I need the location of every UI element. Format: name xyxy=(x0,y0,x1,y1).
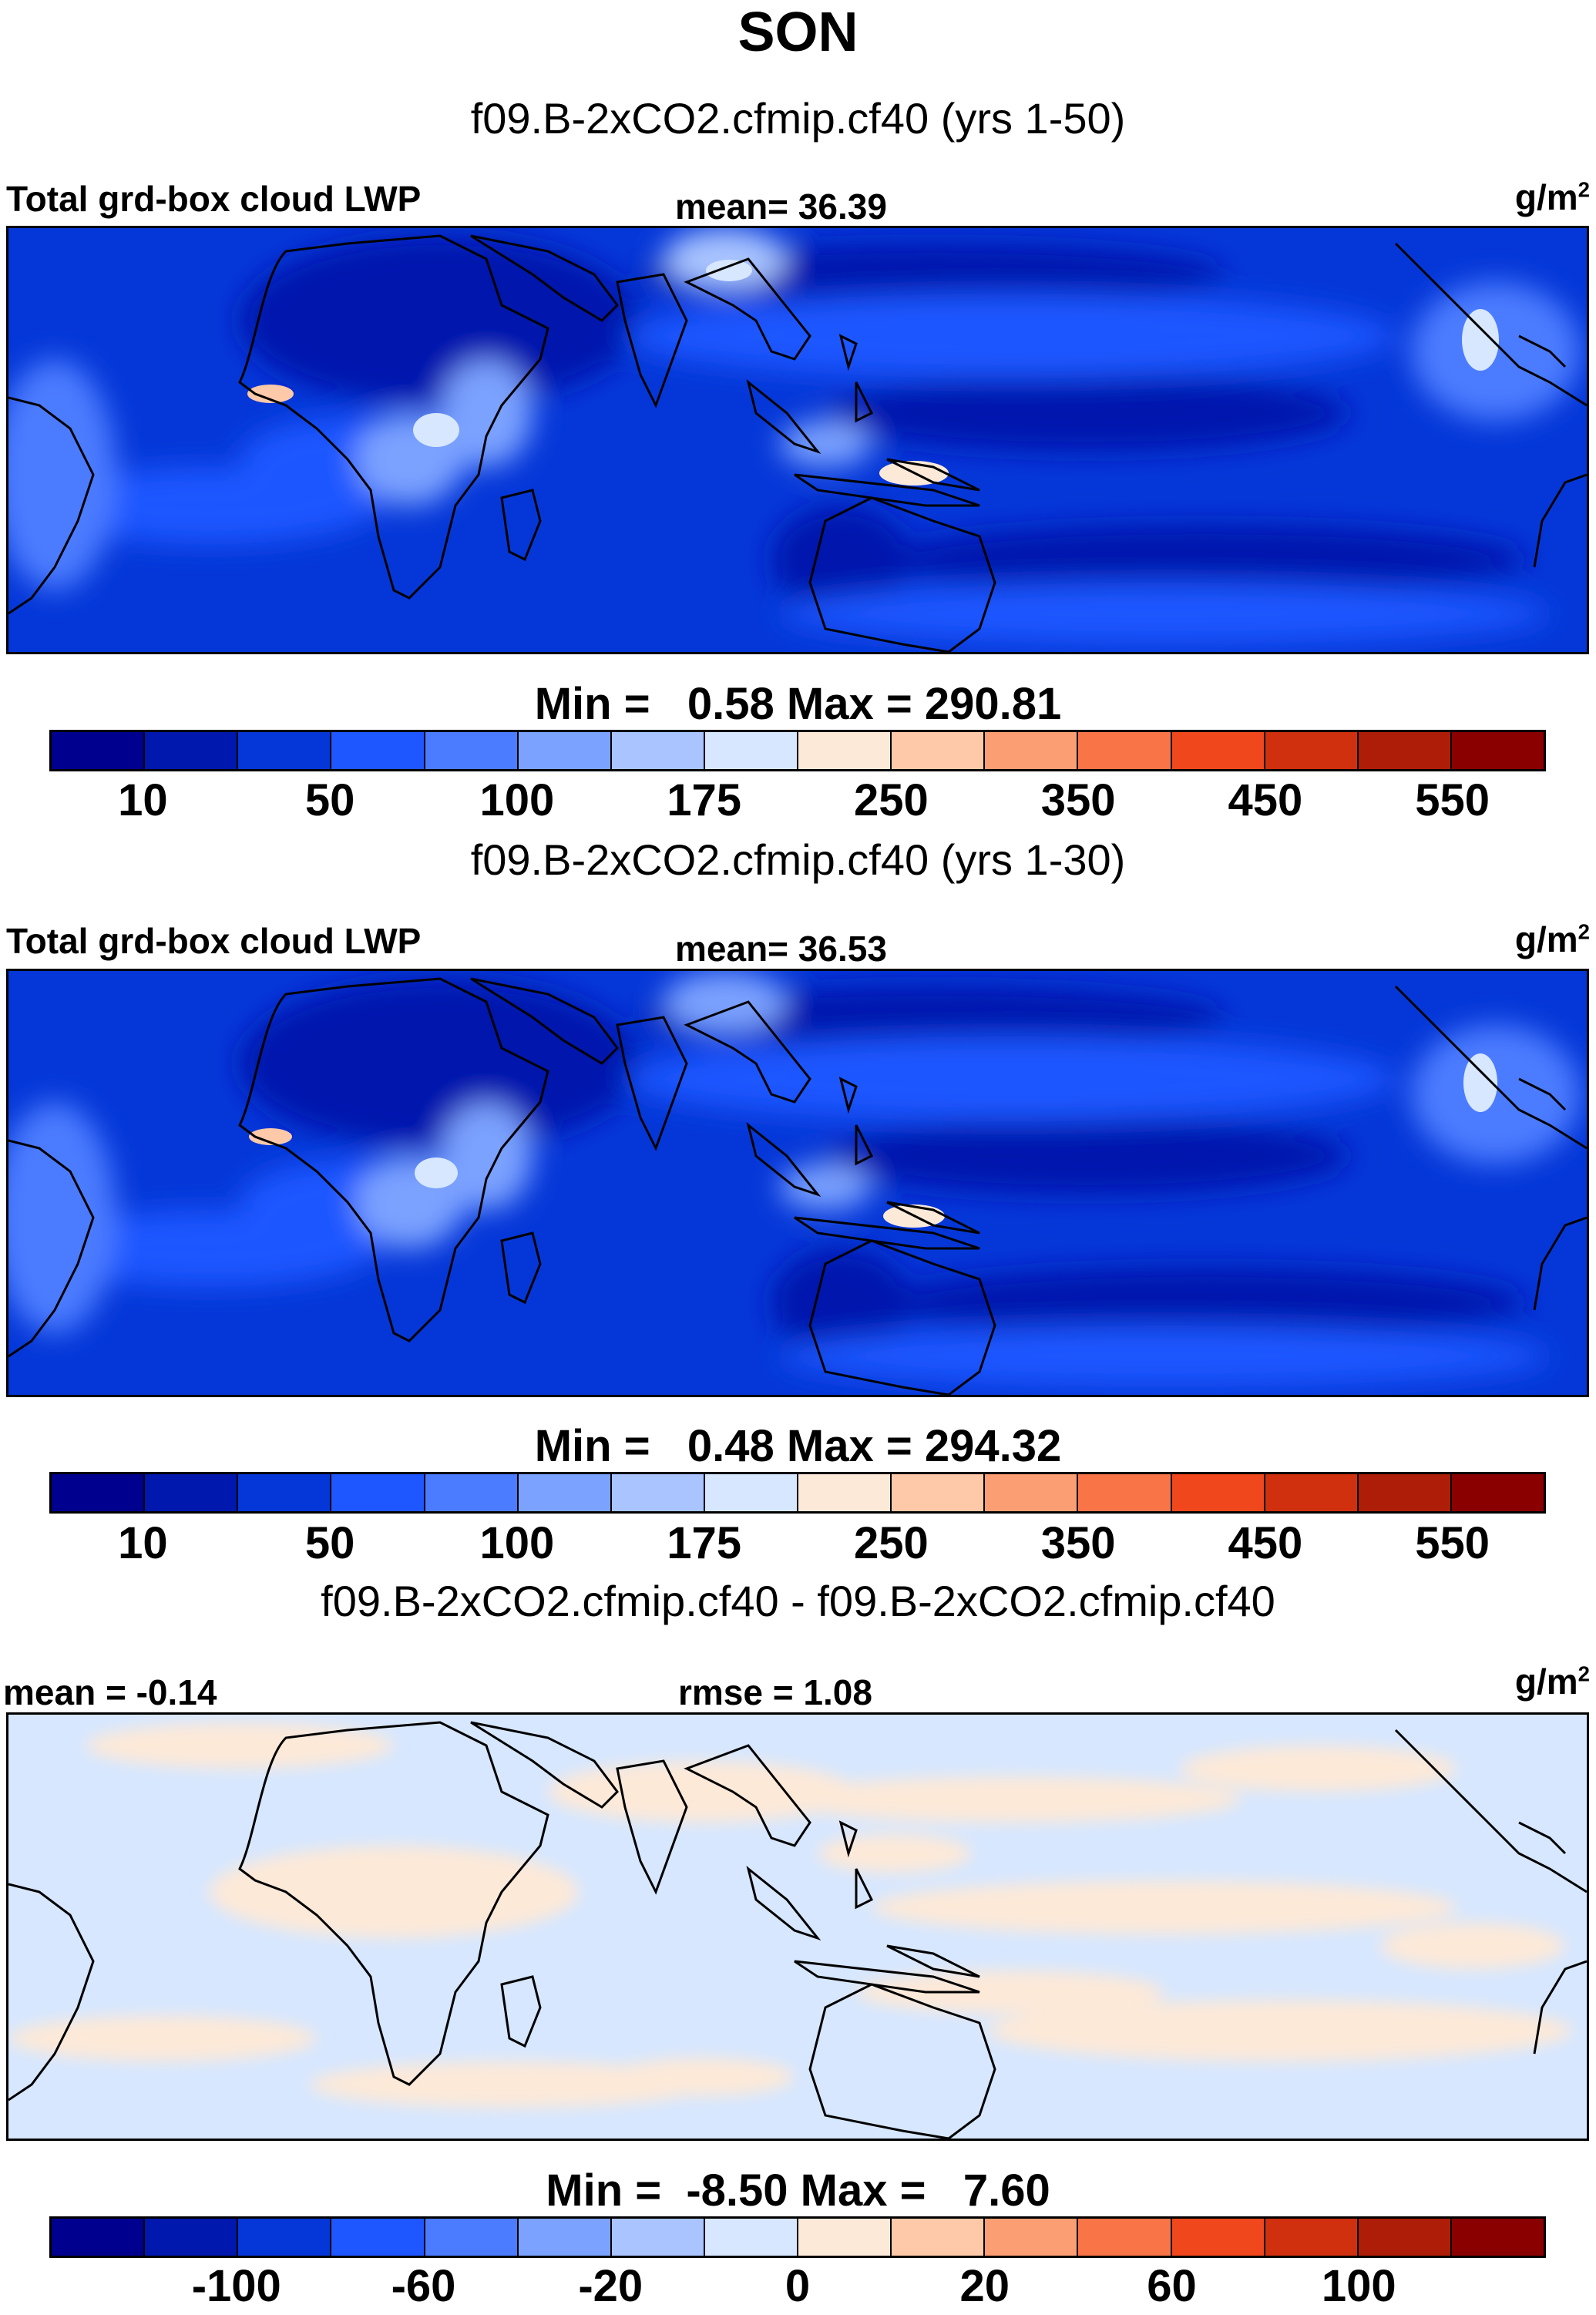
colorbar-cell xyxy=(704,2219,798,2256)
colorbar-cell xyxy=(1358,1474,1452,1511)
colorbar-cell xyxy=(1171,2219,1265,2256)
colorbar-tick-label: 100 xyxy=(479,1518,555,1568)
colorbar-tick-label: 175 xyxy=(667,775,742,825)
colorbar-cell xyxy=(1078,732,1172,769)
colorbar-cell xyxy=(1171,1474,1265,1511)
colorbar-tick-label: 100 xyxy=(1321,2261,1396,2311)
panel1-colorbar-ticks: 10 50 100 175 250 350 450 550 xyxy=(0,775,1596,829)
panel2-variable-label: Total grd-box cloud LWP xyxy=(6,921,422,961)
colorbar-cell xyxy=(611,2219,705,2256)
panel2-map xyxy=(6,969,1589,1397)
colorbar-tick-label: 50 xyxy=(304,775,355,825)
colorbar-cell xyxy=(1078,1474,1172,1511)
panel1-map xyxy=(6,226,1589,654)
panel2-mean-label: mean= 36.53 xyxy=(675,929,887,969)
colorbar-tick-label: 20 xyxy=(959,2261,1010,2311)
colorbar-cell xyxy=(425,732,519,769)
colorbar-tick-label: 550 xyxy=(1415,1518,1490,1568)
panel3-colorbar-ticks: -100 -60 -20 0 20 60 100 xyxy=(0,2261,1596,2315)
colorbar-cell xyxy=(1358,2219,1452,2256)
colorbar-cell xyxy=(145,2219,239,2256)
colorbar-tick-label: 10 xyxy=(118,1518,168,1568)
colorbar-tick-label: -60 xyxy=(391,2261,456,2311)
colorbar-tick-label: 550 xyxy=(1415,775,1490,825)
colorbar-tick-label: 450 xyxy=(1228,1518,1303,1568)
colorbar-cell xyxy=(1358,732,1452,769)
panel1-case-title: f09.B-2xCO2.cfmip.cf40 (yrs 1-50) xyxy=(470,94,1126,143)
colorbar-cell xyxy=(518,732,612,769)
panel3-mean-label: mean = -0.14 xyxy=(3,1672,217,1712)
colorbar-tick-label: 250 xyxy=(853,1518,929,1568)
colorbar-cell xyxy=(1078,2219,1172,2256)
colorbar-cell xyxy=(1265,2219,1359,2256)
panel2-colorbar-ticks: 10 50 100 175 250 350 450 550 xyxy=(0,1518,1596,1572)
colorbar-tick-label: 175 xyxy=(667,1518,742,1568)
panel3-min-max: Min = -8.50 Max = 7.60 xyxy=(546,2165,1050,2216)
colorbar-cell xyxy=(611,732,705,769)
colorbar-cell xyxy=(1451,2219,1544,2256)
colorbar-tick-label: -20 xyxy=(578,2261,643,2311)
colorbar-cell xyxy=(425,1474,519,1511)
colorbar-cell xyxy=(892,1474,986,1511)
panel2-min-max: Min = 0.48 Max = 294.32 xyxy=(534,1421,1062,1471)
colorbar-tick-label: 250 xyxy=(853,775,929,825)
colorbar-tick-label: 0 xyxy=(785,2261,811,2311)
colorbar-cell xyxy=(892,2219,986,2256)
colorbar-cell xyxy=(1451,1474,1544,1511)
colorbar-cell xyxy=(985,732,1079,769)
colorbar-cell xyxy=(985,2219,1079,2256)
colorbar-cell xyxy=(1265,732,1359,769)
panel2-colorbar xyxy=(49,1472,1546,1514)
colorbar-cell xyxy=(331,1474,425,1511)
panel2-units: g/m2 xyxy=(1514,919,1590,959)
colorbar-cell xyxy=(1265,1474,1359,1511)
colorbar-cell xyxy=(145,1474,239,1511)
panel3-colorbar xyxy=(49,2216,1546,2258)
panel1-variable-label: Total grd-box cloud LWP xyxy=(6,179,422,219)
colorbar-cell xyxy=(331,2219,425,2256)
colorbar-cell xyxy=(798,732,892,769)
panel2-case-title: f09.B-2xCO2.cfmip.cf40 (yrs 1-30) xyxy=(470,835,1126,884)
colorbar-cell xyxy=(704,732,798,769)
colorbar-cell xyxy=(704,1474,798,1511)
panel1-units: g/m2 xyxy=(1514,177,1590,217)
colorbar-tick-label: 350 xyxy=(1040,1518,1116,1568)
colorbar-cell xyxy=(238,1474,332,1511)
colorbar-tick-label: 350 xyxy=(1040,775,1116,825)
colorbar-cell xyxy=(52,732,146,769)
figure-title: SON xyxy=(738,2,858,63)
colorbar-tick-label: 450 xyxy=(1228,775,1303,825)
colorbar-cell xyxy=(145,732,239,769)
colorbar-cell xyxy=(52,2219,146,2256)
colorbar-cell xyxy=(518,2219,612,2256)
colorbar-cell xyxy=(518,1474,612,1511)
colorbar-cell xyxy=(238,732,332,769)
colorbar-cell xyxy=(331,732,425,769)
colorbar-cell xyxy=(892,732,986,769)
panel3-case-title: f09.B-2xCO2.cfmip.cf40 - f09.B-2xCO2.cfm… xyxy=(321,1577,1275,1625)
colorbar-cell xyxy=(1171,732,1265,769)
panel3-rmse-label: rmse = 1.08 xyxy=(678,1672,872,1712)
colorbar-cell xyxy=(52,1474,146,1511)
colorbar-cell xyxy=(985,1474,1079,1511)
panel1-colorbar xyxy=(49,730,1546,771)
colorbar-cell xyxy=(611,1474,705,1511)
colorbar-cell xyxy=(798,2219,892,2256)
panel1-min-max: Min = 0.58 Max = 290.81 xyxy=(534,679,1062,729)
colorbar-tick-label: 100 xyxy=(479,775,555,825)
colorbar-cell xyxy=(238,2219,332,2256)
colorbar-cell xyxy=(425,2219,519,2256)
colorbar-tick-label: 50 xyxy=(304,1518,355,1568)
colorbar-tick-label: -100 xyxy=(191,2261,281,2311)
panel1-mean-label: mean= 36.39 xyxy=(675,186,887,227)
panel3-map xyxy=(6,1712,1589,2141)
colorbar-tick-label: 60 xyxy=(1147,2261,1197,2311)
colorbar-cell xyxy=(798,1474,892,1511)
colorbar-cell xyxy=(1451,732,1544,769)
panel3-units: g/m2 xyxy=(1514,1661,1590,1702)
colorbar-tick-label: 10 xyxy=(118,775,168,825)
